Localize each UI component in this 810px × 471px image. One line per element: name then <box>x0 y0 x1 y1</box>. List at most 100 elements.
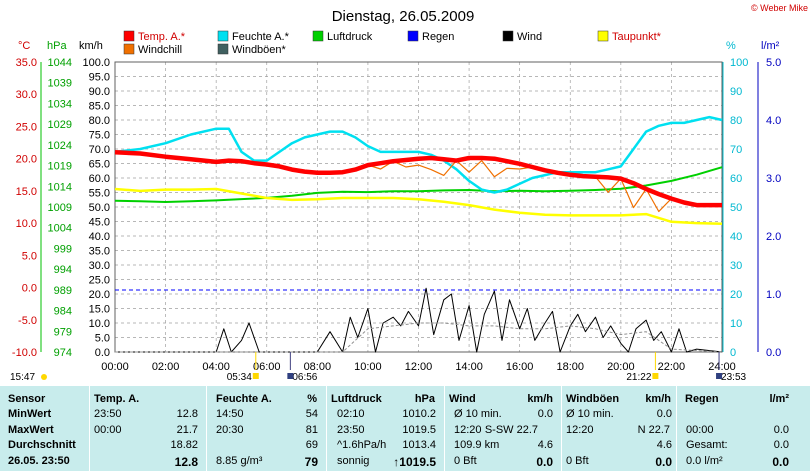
tick-wind: 30.0 <box>89 260 110 272</box>
tick-rain: 4.0 <box>766 115 781 127</box>
sun-time-label: 23:53 <box>721 372 746 383</box>
tick-pressure: 1029 <box>48 119 72 131</box>
tick-humidity: 70 <box>730 144 742 156</box>
table-cell-press-val: 1010.2 <box>402 408 436 420</box>
tick-rain: 0.0 <box>766 347 781 359</box>
table-cell-rain-val: 0.0 <box>773 423 789 436</box>
legend-swatch <box>217 30 229 42</box>
chart-grid <box>40 61 759 353</box>
tick-wind: 75.0 <box>89 130 110 142</box>
tick-wind: 25.0 <box>89 275 110 287</box>
tick-time: 00:00 <box>101 361 129 373</box>
tick-wind: 45.0 <box>89 217 110 229</box>
table-cell-wind-val: 0.0 <box>536 454 553 469</box>
legend: Temp. A.* Feuchte A.* Luftdruck Regen Wind Ta… <box>123 30 662 56</box>
table-cell-wind-a: 109.9 km <box>454 439 500 451</box>
legend-swatch <box>312 30 324 42</box>
tick-temp: -10.0 <box>12 347 37 359</box>
tick-time: 10:00 <box>354 361 382 373</box>
axis-label-rain: l/m² <box>761 40 780 52</box>
tick-wind: 65.0 <box>89 159 110 171</box>
tick-pressure: 1024 <box>48 140 72 152</box>
tick-wind: 80.0 <box>89 115 110 127</box>
tick-wind: 60.0 <box>89 173 110 185</box>
table-cell-hum-time: 20:30 <box>216 423 244 436</box>
table-column-divider <box>89 386 90 471</box>
legend-swatch <box>502 30 514 42</box>
table-header: Feuchte A. <box>216 393 272 405</box>
legend-label: Temp. A.* <box>138 31 186 43</box>
table-column-divider <box>444 386 445 471</box>
series-windb-en <box>115 322 723 353</box>
legend-label: Windböen* <box>232 44 287 56</box>
chart-title: Dienstag, 26.05.2009 <box>332 8 475 25</box>
tick-humidity: 50 <box>730 202 742 214</box>
tick-pressure: 1034 <box>48 98 72 110</box>
table-header: Windböen <box>566 393 620 405</box>
table-header: km/h <box>527 393 553 405</box>
table-cell-wind-a: 0 Bft <box>454 454 477 467</box>
legend-label: Feuchte A.* <box>232 31 290 43</box>
tick-wind: 5.0 <box>95 333 110 345</box>
axis-unit-labels: °C hPa km/h% l/m² <box>18 40 780 52</box>
table-cell-press-time: 23:50 <box>337 423 365 436</box>
axis-label-pressure: hPa <box>47 40 67 52</box>
tick-pressure: 1014 <box>48 181 72 193</box>
table-cell-temp-time: 00:00 <box>94 423 122 436</box>
legend-swatch <box>123 43 135 55</box>
tick-rain: 1.0 <box>766 289 781 301</box>
table-cell-label: Durchschnitt <box>8 439 76 451</box>
moon-icon <box>287 373 294 379</box>
legend-label: Regen <box>422 31 454 43</box>
table-cell-wind-a: Ø 10 min. <box>454 408 502 420</box>
table-cell-rain-val: 0.0 <box>773 439 789 451</box>
tick-pressure: 1019 <box>48 161 72 173</box>
tick-wind: 70.0 <box>89 144 110 156</box>
table-cell-gust-val: 4.6 <box>656 439 672 451</box>
table-cell-press-val: ↑1019.5 <box>393 454 436 469</box>
table-cell-hum-val: 69 <box>305 439 318 451</box>
table-header: Wind <box>449 393 476 405</box>
table-cell-hum-val: 54 <box>305 408 318 420</box>
sun-time-label: 15:47 <box>10 372 35 383</box>
series-wind <box>115 287 723 353</box>
tick-pressure: 1004 <box>48 223 72 235</box>
copyright: © Weber Mike <box>751 3 808 13</box>
table-cell-label: 26.05. 23:50 <box>8 454 70 467</box>
tick-pressure: 979 <box>54 326 72 338</box>
sun-markers: 15:47 05:34 06:56 21:22 23:53 <box>10 352 747 383</box>
tick-temp: 5.0 <box>22 250 37 262</box>
legend-swatch <box>123 30 135 42</box>
tick-time: 20:00 <box>607 361 635 373</box>
tick-wind: 15.0 <box>89 304 110 316</box>
table-header: l/m² <box>769 393 789 405</box>
legend-label: Windchill <box>138 44 182 56</box>
table-cell-press-time: ^1.6hPa/h <box>337 439 387 451</box>
table-column-divider <box>206 386 207 471</box>
table-cell-gust-val: 0.0 <box>656 408 672 420</box>
tick-pressure: 1044 <box>48 57 72 69</box>
tick-humidity: 20 <box>730 289 742 301</box>
table-header: Temp. A. <box>94 393 140 405</box>
table-cell-gust-a: 0 Bft <box>566 454 589 467</box>
tick-wind: 35.0 <box>89 246 110 258</box>
table-cell-hum-val: 81 <box>305 423 318 436</box>
tick-humidity: 10 <box>730 318 742 330</box>
legend-swatch <box>217 43 229 55</box>
legend-swatch <box>597 30 609 42</box>
summary-table: Sensor Temp. A. Feuchte A.% Luftdruck hPa Win… <box>0 386 810 471</box>
table-cell-hum-time: 14:50 <box>216 408 244 420</box>
axis-label-temp: °C <box>18 40 30 52</box>
table-cell-rain-a: Gesamt: <box>686 439 728 451</box>
table-header: % <box>307 393 317 405</box>
sun-icon <box>41 374 47 380</box>
tick-pressure: 994 <box>54 264 72 276</box>
tick-wind: 0.0 <box>95 347 110 359</box>
tick-temp: 30.0 <box>16 89 37 101</box>
table-cell-temp-val: 18.82 <box>170 439 198 451</box>
table-cell-press-val: 1013.4 <box>402 439 436 451</box>
series-lines <box>114 115 723 353</box>
table-cell-wind-val: 0.0 <box>537 408 553 420</box>
table-cell-wind-b: S-SW 22.7 <box>484 423 538 436</box>
